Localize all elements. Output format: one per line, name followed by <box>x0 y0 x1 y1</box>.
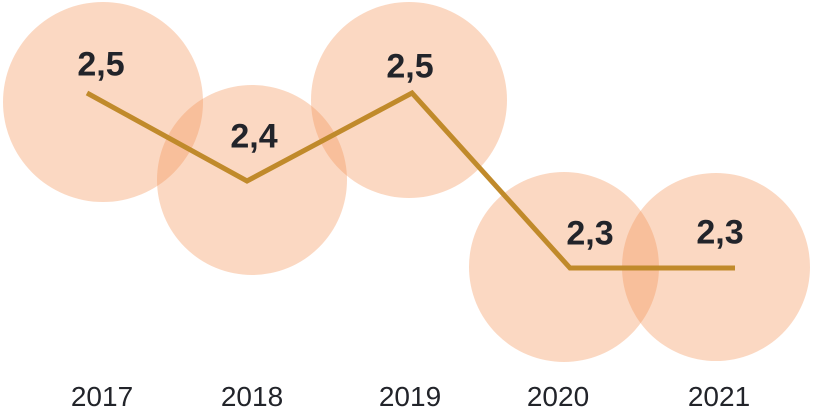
x-tick-label-2017: 2017 <box>70 381 134 412</box>
value-label-2021: 2,3 <box>696 213 744 252</box>
x-tick-label-2020: 2020 <box>526 381 590 412</box>
value-label-2018: 2,4 <box>230 117 278 156</box>
value-label-2017: 2,5 <box>77 45 125 84</box>
bubble-2021 <box>622 173 810 361</box>
bubble-2019 <box>311 2 507 198</box>
x-tick-label-2018: 2018 <box>220 381 284 412</box>
x-tick-label-2021: 2021 <box>687 381 751 412</box>
value-label-2019: 2,5 <box>386 47 434 86</box>
value-label-2020: 2,3 <box>566 214 614 253</box>
x-tick-label-2019: 2019 <box>378 381 442 412</box>
